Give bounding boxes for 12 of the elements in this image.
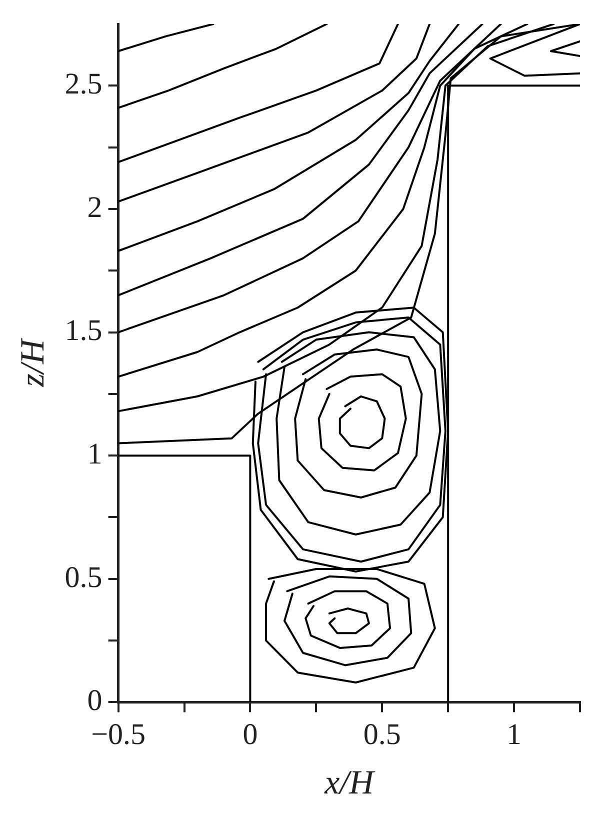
x-tick-label: 1: [506, 718, 522, 752]
y-tick-label: 1.5: [64, 314, 102, 348]
y-tick-label: 0: [87, 684, 102, 718]
y-tick-label: 1: [87, 437, 102, 470]
y-tick-label: 2: [87, 190, 102, 224]
y-tick-label: 0.5: [64, 560, 102, 594]
x-axis-title: x/H: [324, 764, 376, 802]
x-tick-label: 0: [242, 718, 258, 752]
y-tick-label: 2.5: [64, 68, 102, 101]
x-tick-label: −0.5: [91, 718, 146, 752]
x-tick-label: 0.5: [363, 718, 401, 752]
y-axis-title: z/H: [14, 337, 52, 388]
